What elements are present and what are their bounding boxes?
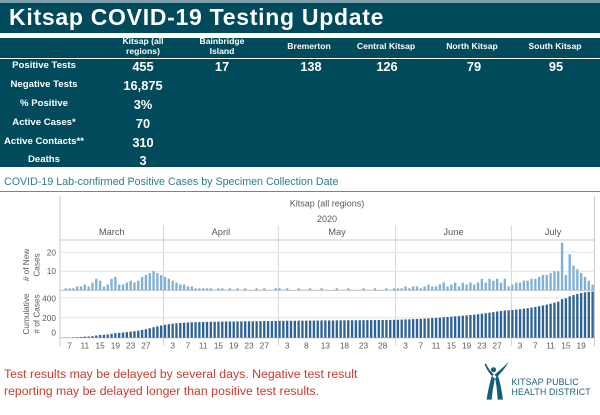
svg-text:19: 19 bbox=[229, 341, 239, 351]
svg-text:19: 19 bbox=[577, 341, 587, 351]
svg-text:19: 19 bbox=[111, 341, 121, 351]
svg-text:8: 8 bbox=[304, 341, 309, 351]
svg-text:11: 11 bbox=[81, 341, 90, 351]
svg-text:Cumulative: Cumulative bbox=[22, 293, 31, 334]
svg-text:23: 23 bbox=[477, 341, 487, 351]
svg-text:11: 11 bbox=[546, 341, 555, 351]
svg-text:200: 200 bbox=[42, 313, 56, 323]
svg-text:Kitsap (all regions): Kitsap (all regions) bbox=[290, 199, 365, 209]
svg-text:20: 20 bbox=[47, 247, 57, 257]
svg-text:15: 15 bbox=[447, 341, 457, 351]
svg-text:3: 3 bbox=[285, 341, 290, 351]
svg-text:7: 7 bbox=[67, 341, 72, 351]
svg-text:7: 7 bbox=[533, 341, 538, 351]
svg-text:18: 18 bbox=[340, 341, 350, 351]
svg-text:0: 0 bbox=[51, 327, 56, 337]
svg-text:3: 3 bbox=[170, 341, 175, 351]
svg-text:10: 10 bbox=[47, 266, 57, 276]
svg-text:11: 11 bbox=[199, 341, 208, 351]
svg-text:23: 23 bbox=[126, 341, 136, 351]
svg-text:HEALTH DISTRICT: HEALTH DISTRICT bbox=[512, 387, 592, 397]
svg-text:15: 15 bbox=[214, 341, 224, 351]
svg-text:23: 23 bbox=[359, 341, 369, 351]
svg-text:March: March bbox=[99, 227, 125, 237]
svg-text:7: 7 bbox=[418, 341, 423, 351]
svg-text:23: 23 bbox=[244, 341, 254, 351]
svg-text:Cases: Cases bbox=[33, 253, 42, 276]
svg-text:27: 27 bbox=[141, 341, 151, 351]
svg-text:April: April bbox=[212, 227, 231, 237]
svg-text:400: 400 bbox=[42, 293, 56, 303]
svg-text:May: May bbox=[328, 227, 346, 237]
svg-text:13: 13 bbox=[321, 341, 331, 351]
svg-text:28: 28 bbox=[378, 341, 388, 351]
svg-text:3: 3 bbox=[403, 341, 408, 351]
svg-text:2020: 2020 bbox=[317, 214, 337, 224]
svg-text:3: 3 bbox=[518, 341, 523, 351]
svg-text:27: 27 bbox=[493, 341, 503, 351]
svg-text:15: 15 bbox=[561, 341, 571, 351]
svg-text:June: June bbox=[443, 227, 463, 237]
svg-text:KITSAP PUBLIC: KITSAP PUBLIC bbox=[512, 377, 580, 387]
svg-text:27: 27 bbox=[260, 341, 270, 351]
svg-text:# of New: # of New bbox=[22, 249, 31, 281]
svg-text:July: July bbox=[545, 227, 562, 237]
svg-text:7: 7 bbox=[186, 341, 191, 351]
svg-text:# of Cases: # of Cases bbox=[33, 294, 42, 333]
svg-text:15: 15 bbox=[95, 341, 105, 351]
svg-text:19: 19 bbox=[462, 341, 472, 351]
svg-text:11: 11 bbox=[432, 341, 441, 351]
